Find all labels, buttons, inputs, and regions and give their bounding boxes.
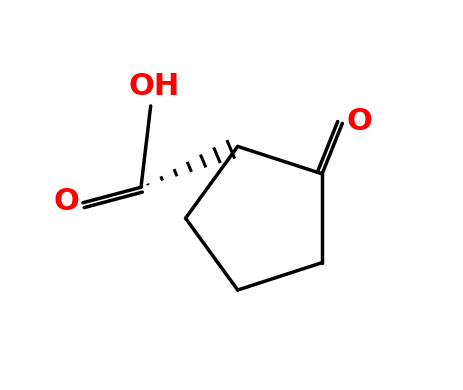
Text: O: O xyxy=(54,188,80,216)
Text: OH: OH xyxy=(129,72,180,101)
Text: O: O xyxy=(346,107,372,136)
